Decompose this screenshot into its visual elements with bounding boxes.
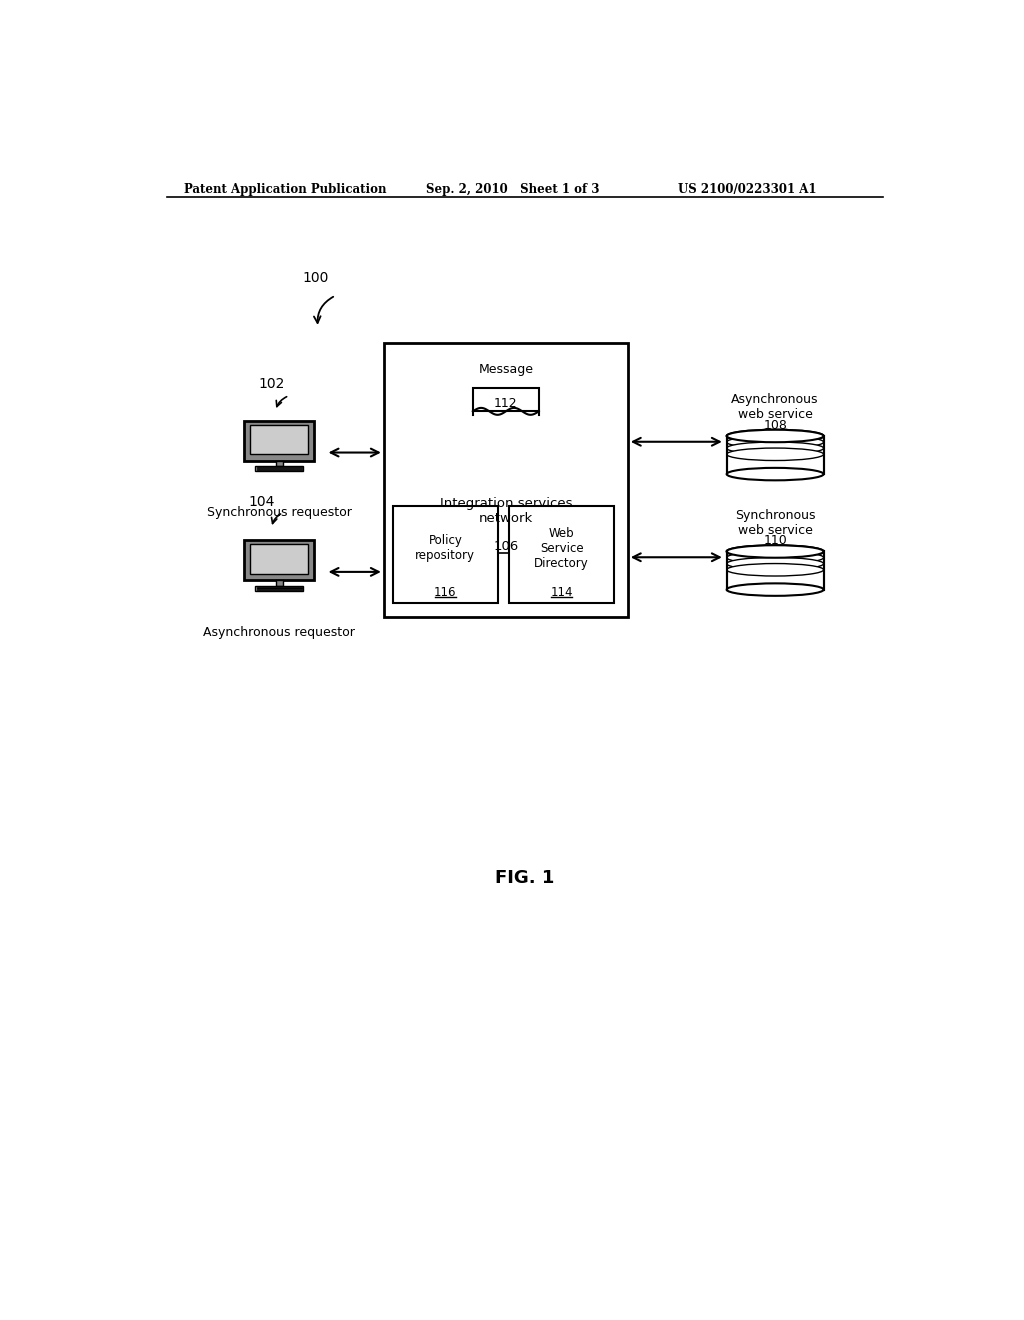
- Text: 112: 112: [494, 397, 517, 411]
- Text: 108: 108: [763, 418, 787, 432]
- Bar: [509, 507, 614, 603]
- Ellipse shape: [727, 564, 823, 576]
- Bar: [255, 466, 303, 471]
- Text: US 2100/0223301 A1: US 2100/0223301 A1: [678, 183, 817, 197]
- Text: Message: Message: [478, 363, 534, 376]
- Bar: [275, 461, 283, 466]
- Ellipse shape: [727, 436, 823, 449]
- Text: 104: 104: [248, 495, 274, 508]
- Ellipse shape: [727, 545, 823, 558]
- Text: Web
Service
Directory: Web Service Directory: [535, 527, 589, 570]
- Ellipse shape: [727, 447, 823, 461]
- Text: Patent Application Publication: Patent Application Publication: [183, 183, 386, 197]
- Bar: [245, 421, 314, 461]
- Bar: [727, 436, 823, 474]
- Bar: [250, 425, 308, 454]
- Text: Synchronous
web service: Synchronous web service: [735, 508, 815, 537]
- Bar: [275, 581, 283, 586]
- Ellipse shape: [727, 430, 823, 442]
- Text: Synchronous requestor: Synchronous requestor: [207, 507, 351, 520]
- Text: 102: 102: [258, 378, 285, 391]
- Bar: [384, 343, 628, 616]
- Ellipse shape: [727, 430, 823, 442]
- Text: 106: 106: [494, 540, 518, 553]
- Ellipse shape: [727, 442, 823, 454]
- Ellipse shape: [727, 467, 823, 480]
- Ellipse shape: [727, 545, 823, 558]
- Ellipse shape: [727, 552, 823, 564]
- Text: Asynchronous requestor: Asynchronous requestor: [203, 626, 355, 639]
- Bar: [727, 552, 823, 590]
- Text: 116: 116: [434, 586, 457, 599]
- Text: FIG. 1: FIG. 1: [496, 870, 554, 887]
- Bar: [393, 507, 498, 603]
- Text: Sep. 2, 2010   Sheet 1 of 3: Sep. 2, 2010 Sheet 1 of 3: [426, 183, 600, 197]
- Ellipse shape: [727, 583, 823, 595]
- Bar: [255, 586, 303, 590]
- Text: 110: 110: [763, 535, 787, 548]
- Bar: [250, 544, 308, 574]
- Text: 114: 114: [550, 586, 572, 599]
- Ellipse shape: [727, 557, 823, 570]
- Text: Policy
repository: Policy repository: [416, 535, 475, 562]
- Bar: [473, 388, 539, 412]
- Text: Integration services
network: Integration services network: [439, 498, 572, 525]
- Text: Asynchronous
web service: Asynchronous web service: [731, 393, 819, 421]
- Bar: [245, 540, 314, 581]
- Text: 100: 100: [302, 272, 329, 285]
